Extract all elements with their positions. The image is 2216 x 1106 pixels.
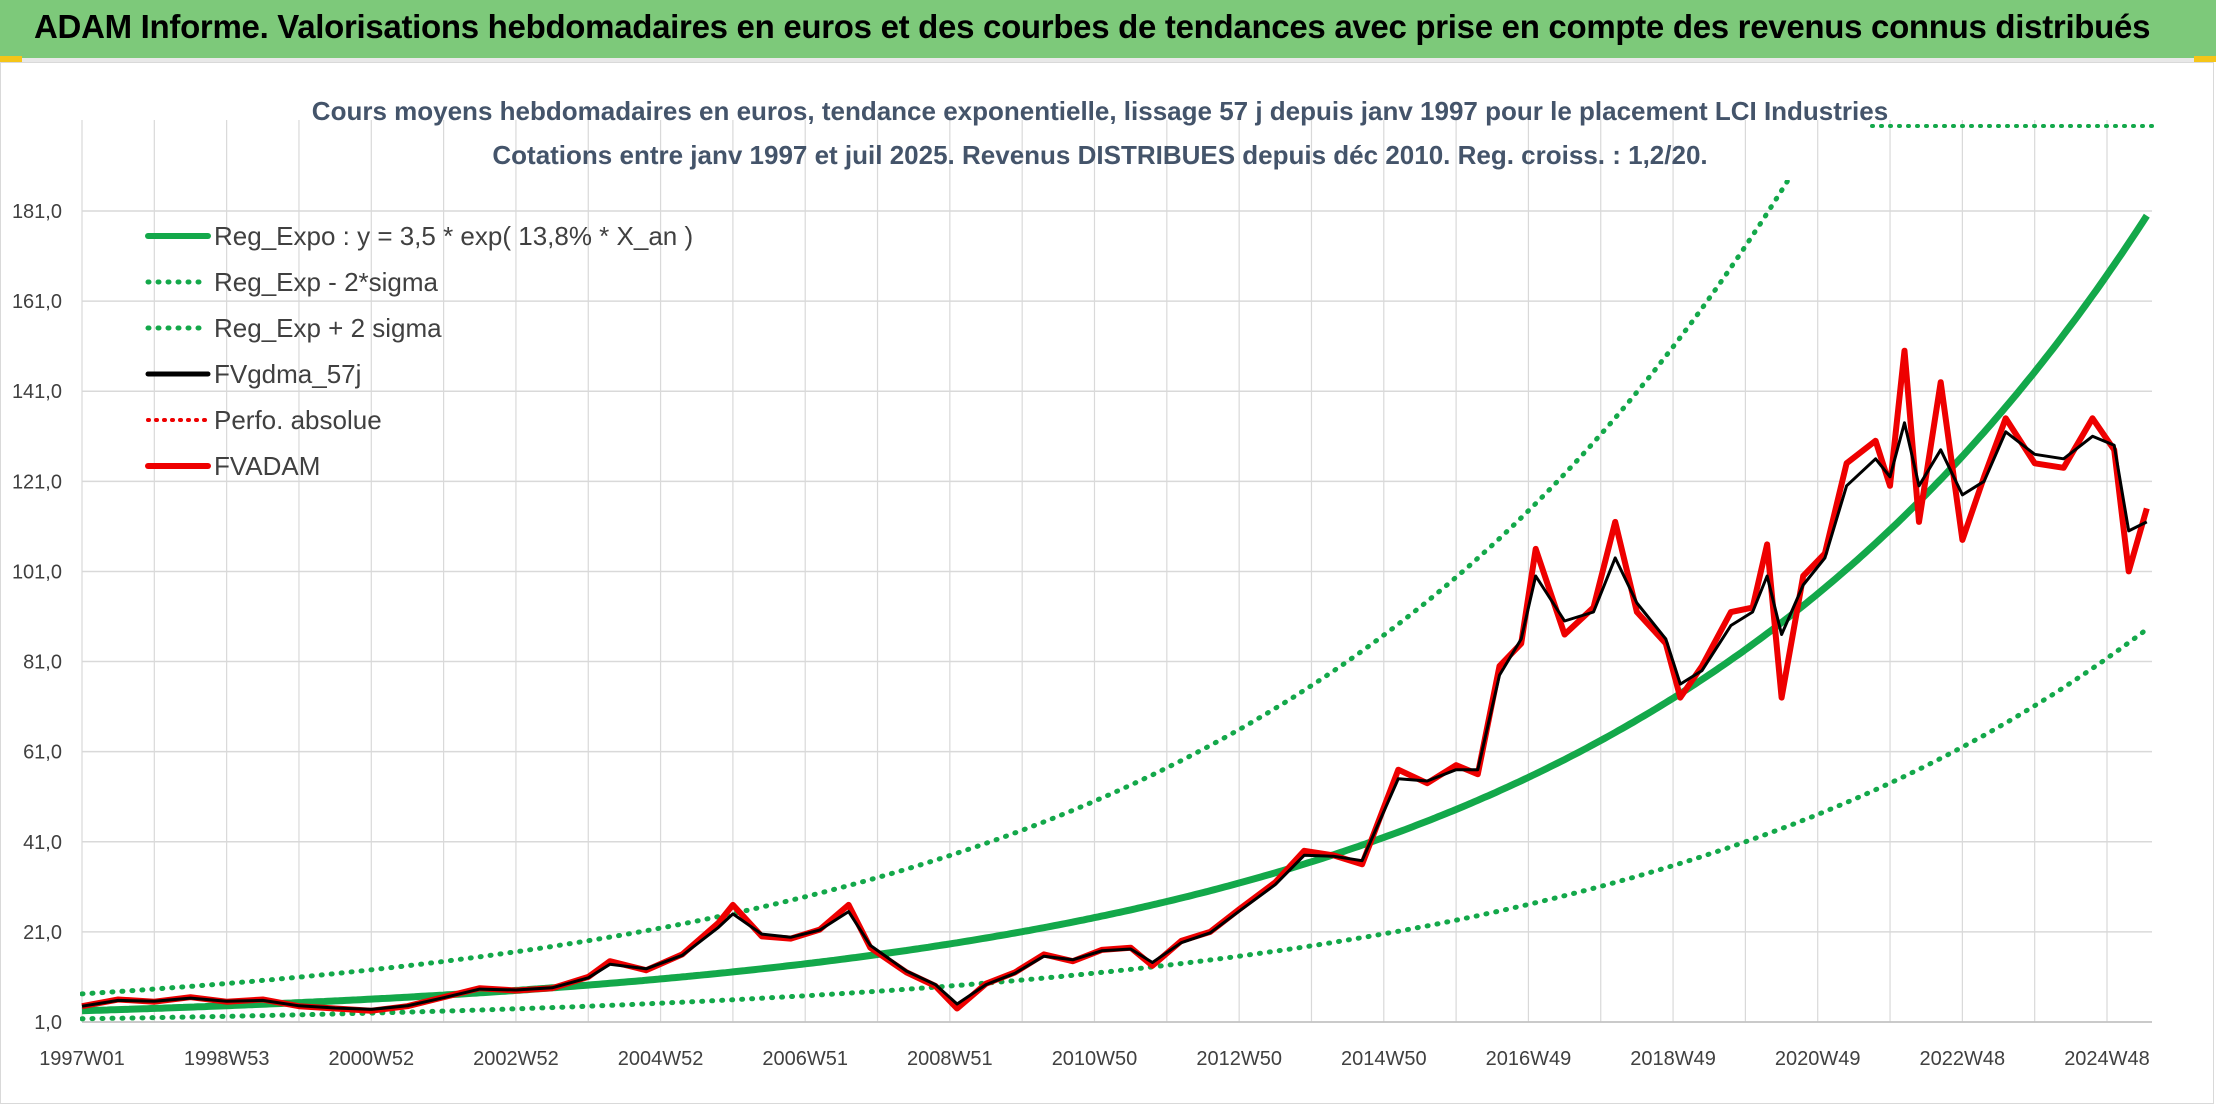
x-tick-label-4: 2004W52 [618, 1048, 704, 1070]
x-tick-label-5: 2006W51 [762, 1048, 848, 1070]
y-axis-ticks: 1,0 21,0 41,0 61,0 81,0 101,0 121,0 141,0 161,0 1… [12, 201, 62, 1034]
x-tick-label-7: 2010W50 [1052, 1048, 1138, 1070]
report-banner: ADAM Informe. Valorisations hebdomadaire… [0, 0, 2216, 62]
legend-label-5: FVADAM [214, 451, 320, 481]
x-tick-label-3: 2002W52 [473, 1048, 559, 1070]
x-tick-label-13: 2022W48 [1920, 1048, 2006, 1070]
x-tick-label-2: 2000W52 [328, 1048, 414, 1070]
x-tick-label-9: 2014W50 [1341, 1048, 1427, 1070]
x-tick-label-14: 2024W48 [2064, 1048, 2150, 1070]
fvgdma-57j-line [81, 421, 2148, 1011]
x-tick-label-11: 2018W49 [1630, 1048, 1716, 1070]
banner-title: ADAM Informe. Valorisations hebdomadaire… [34, 8, 2151, 45]
x-tick-label-1: 1998W53 [184, 1048, 270, 1070]
chart-title-line-1: Cours moyens hebdomadaires en euros, ten… [312, 96, 1888, 126]
x-tick-label-6: 2008W51 [907, 1048, 993, 1070]
y-tick-label-8: 161,0 [12, 291, 62, 313]
legend: Reg_Expo : y = 3,5 * exp( 13,8% * X_an )… [145, 221, 693, 481]
x-axis-ticks: 1997W01 1998W53 2000W52 2002W52 2004W52 2006W… [39, 1048, 2150, 1070]
legend-label-0: Reg_Expo : y = 3,5 * exp( 13,8% * X_an ) [214, 221, 693, 251]
chart-title-line-2: Cotations entre janv 1997 et juil 2025. … [492, 140, 1707, 170]
legend-label-1: Reg_Exp - 2*sigma [214, 267, 439, 297]
y-tick-label-5: 101,0 [12, 561, 62, 583]
y-tick-label-0: 1,0 [34, 1012, 62, 1034]
lower-band-line [80, 626, 2150, 1022]
y-tick-label-9: 181,0 [12, 201, 62, 223]
x-tick-label-8: 2012W50 [1196, 1048, 1282, 1070]
legend-label-3: FVgdma_57j [214, 359, 361, 389]
legend-label-4: Perfo. absolue [214, 405, 382, 435]
banner-corner-left [0, 56, 22, 62]
legend-label-2: Reg_Exp + 2 sigma [214, 313, 442, 343]
x-tick-label-10: 2016W49 [1486, 1048, 1572, 1070]
chart-title: Cours moyens hebdomadaires en euros, ten… [312, 96, 2154, 170]
x-tick-label-12: 2020W49 [1775, 1048, 1861, 1070]
y-tick-label-1: 21,0 [23, 922, 62, 944]
banner-corner-right [2194, 56, 2216, 62]
regression-line [81, 213, 2150, 1015]
y-tick-label-4: 81,0 [23, 652, 62, 674]
y-tick-label-6: 121,0 [12, 471, 62, 493]
y-tick-label-2: 41,0 [23, 832, 62, 854]
y-tick-label-7: 141,0 [12, 381, 62, 403]
y-tick-label-3: 61,0 [23, 742, 62, 764]
grid [81, 120, 2152, 1023]
chart-frame [0, 62, 2214, 1104]
series [80, 180, 2150, 1022]
x-tick-label-0: 1997W01 [39, 1048, 125, 1070]
